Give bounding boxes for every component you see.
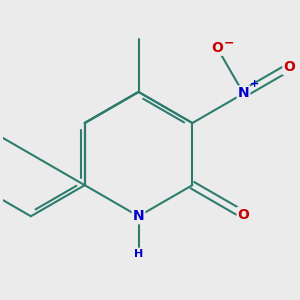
Text: −: − xyxy=(223,36,234,49)
Text: N: N xyxy=(238,86,249,100)
Text: O: O xyxy=(283,60,295,74)
Text: +: + xyxy=(250,79,260,89)
Text: O: O xyxy=(211,41,223,55)
Text: H: H xyxy=(134,248,143,259)
Text: O: O xyxy=(238,208,250,222)
Text: N: N xyxy=(133,209,144,223)
